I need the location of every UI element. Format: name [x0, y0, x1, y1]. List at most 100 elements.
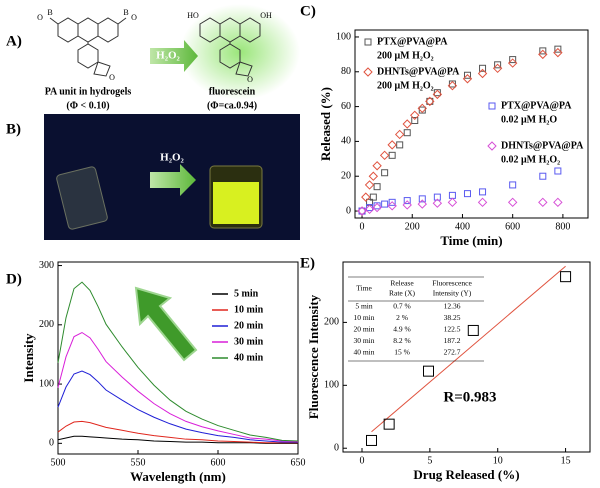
point: [494, 61, 502, 69]
point: [381, 169, 389, 177]
table-cell: 30 min: [353, 336, 374, 345]
arrow: [150, 164, 196, 196]
legend-label: DHNTs@PVA@PA: [377, 66, 460, 77]
x-tick-label: 550: [131, 457, 146, 468]
point: [539, 47, 547, 55]
point: [387, 201, 397, 211]
point: [509, 56, 517, 64]
point: [372, 202, 382, 213]
line: [57, 370, 298, 443]
legend-label: DHNTs@PVA@PA: [501, 140, 584, 151]
table-cell: 5 min: [355, 302, 373, 311]
point: [357, 206, 367, 216]
panel-label: C): [300, 3, 316, 19]
legend-label: 40 min: [234, 352, 264, 363]
pa-structure: [49, 17, 127, 77]
caption: PA unit in hydrogels: [45, 86, 132, 97]
point: [539, 172, 547, 180]
point: [361, 192, 371, 202]
point: [372, 161, 382, 171]
atom-label: HO: [187, 11, 199, 20]
atom-label: B: [47, 8, 52, 17]
point: [358, 207, 366, 215]
x-tick-label: 15: [561, 455, 571, 466]
point: [479, 188, 487, 196]
legend-marker: [488, 102, 496, 110]
y-axis-label: Fluorescence Intensity: [306, 294, 321, 419]
plot-frame: [57, 261, 299, 455]
point: [379, 150, 390, 161]
table-cell: 2 %: [396, 313, 408, 322]
point: [396, 141, 404, 149]
table-cell: 4.9 %: [393, 325, 411, 334]
y-axis-label: Intensity: [21, 333, 36, 383]
point: [368, 171, 379, 181]
table-cell: 8.2 %: [393, 336, 411, 345]
point: [448, 80, 456, 88]
point: [479, 64, 487, 72]
point: [462, 74, 473, 84]
line: [57, 331, 299, 443]
x-axis-label: Wavelength (nm): [130, 469, 226, 484]
point: [433, 193, 441, 201]
table-cell: 20 min: [353, 325, 374, 334]
point: [373, 183, 381, 191]
panel-b: B) H₂O₂: [6, 114, 300, 240]
point: [364, 180, 375, 190]
point: [403, 129, 411, 137]
x-tick-label: 200: [405, 221, 420, 232]
legend-label: 200 μM H₂O₂: [377, 50, 434, 61]
y-tick-label: 0: [334, 443, 339, 454]
point: [423, 365, 434, 377]
point: [463, 190, 471, 198]
y-tick-label: 0: [49, 438, 54, 449]
x-tick-label: 500: [51, 457, 66, 468]
plot-frame: [342, 261, 591, 453]
point: [402, 200, 412, 210]
x-tick-label: 650: [291, 457, 306, 468]
legend-marker: [363, 67, 373, 77]
table-header: Time: [356, 284, 372, 293]
x-tick-label: 5: [427, 455, 432, 466]
atom-label: O: [247, 75, 253, 84]
point: [467, 324, 479, 336]
panel-a: A) B BO O HO OHO O H₂O₂ PA unit in hydrogels …: [6, 4, 300, 111]
point: [417, 199, 427, 209]
atom-labels: B BO O HO OHO O: [37, 8, 272, 84]
y-axis-label: Released (%): [318, 87, 333, 161]
y-tick-label: 0: [346, 205, 351, 216]
table-cell: 10 min: [353, 313, 374, 322]
legend-label: 200 μM H₂O₂: [377, 80, 434, 91]
atom-label: O: [37, 13, 43, 22]
point: [381, 200, 389, 208]
point: [477, 68, 488, 79]
point: [432, 198, 443, 208]
legend-marker: [487, 141, 497, 151]
line: [57, 281, 299, 442]
table-cell: 122.5: [444, 325, 461, 334]
table-cell: 40 min: [353, 348, 374, 357]
reaction-arrow: [150, 40, 198, 72]
caption: (Φ=ca.0.94): [207, 100, 257, 111]
point: [507, 58, 518, 68]
y-tick-label: 100: [324, 380, 339, 391]
fit-line: [371, 265, 566, 433]
table-header: Release: [390, 279, 414, 288]
point: [463, 71, 471, 79]
point: [366, 434, 377, 446]
legend-label: 30 min: [234, 336, 264, 347]
table-cell: 187.2: [444, 336, 461, 345]
point: [373, 202, 381, 210]
plot-frame: [354, 29, 589, 219]
panel-label: D): [6, 271, 22, 287]
x-tick-label: 400: [455, 221, 470, 232]
point: [507, 197, 518, 208]
legend-label: 0.02 μM H₂O: [501, 114, 557, 125]
legend-label: 20 min: [234, 320, 264, 331]
legend-marker: [364, 38, 372, 46]
atom-label: O: [131, 13, 137, 22]
y-tick-label: 60: [341, 101, 351, 112]
caption: fluorescein: [209, 86, 256, 97]
point: [433, 89, 441, 97]
x-tick-label: 0: [360, 221, 365, 232]
